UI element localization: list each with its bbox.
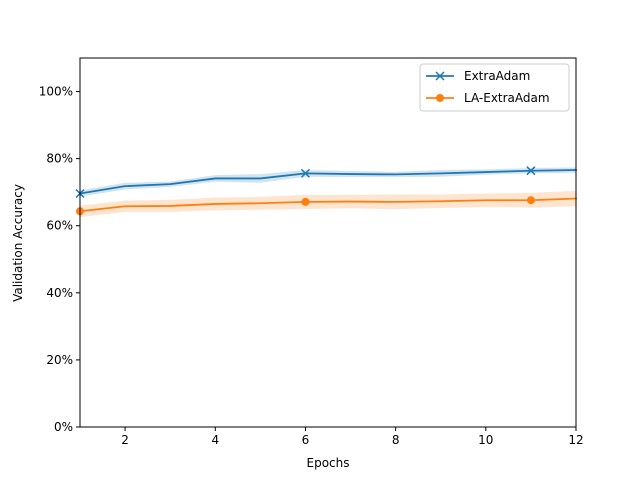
marker-point — [526, 166, 536, 176]
legend-marker — [435, 71, 445, 81]
band-la-extraadam — [80, 190, 576, 218]
y-tick-label: 0% — [54, 420, 73, 434]
y-tick-label: 60% — [46, 219, 73, 233]
legend-label: LA-ExtraAdam — [464, 91, 550, 105]
axes — [79, 57, 577, 428]
y-tick-label: 100% — [39, 85, 73, 99]
band-extraadam — [80, 167, 576, 197]
marker-point — [526, 196, 535, 205]
marker-point — [300, 168, 310, 178]
y-tick-label: 80% — [46, 152, 73, 166]
legend-marker — [436, 94, 444, 102]
confidence-bands — [80, 167, 576, 218]
legend: ExtraAdam LA-ExtraAdam — [419, 63, 570, 112]
x-tick-label: 10 — [478, 433, 493, 447]
legend-entry: LA-ExtraAdam — [426, 91, 550, 105]
y-axis-label: Validation Accuracy — [11, 184, 25, 302]
x-axis-label: Epochs — [307, 456, 350, 470]
x-tick-label: 8 — [392, 433, 400, 447]
series-line-la-extraadam — [79, 197, 577, 213]
legend-label: ExtraAdam — [464, 69, 530, 83]
legend-box — [419, 63, 570, 112]
x-tick-label: 12 — [568, 433, 583, 447]
x-tick-label: 4 — [211, 433, 219, 447]
series-line-extraadam — [78, 169, 577, 195]
y-tick-label: 20% — [46, 353, 73, 367]
series-markers — [75, 166, 536, 216]
y-tick-label: 40% — [46, 286, 73, 300]
axis-ticks: 2 4 6 8 10 12 0% 20% 40% 60% 80% 100% — [39, 85, 584, 447]
legend-entry: ExtraAdam — [426, 69, 530, 83]
x-tick-label: 2 — [121, 433, 129, 447]
marker-point — [301, 197, 310, 206]
series-lines — [78, 169, 577, 213]
x-tick-label: 6 — [302, 433, 310, 447]
plot-frame — [79, 57, 577, 428]
